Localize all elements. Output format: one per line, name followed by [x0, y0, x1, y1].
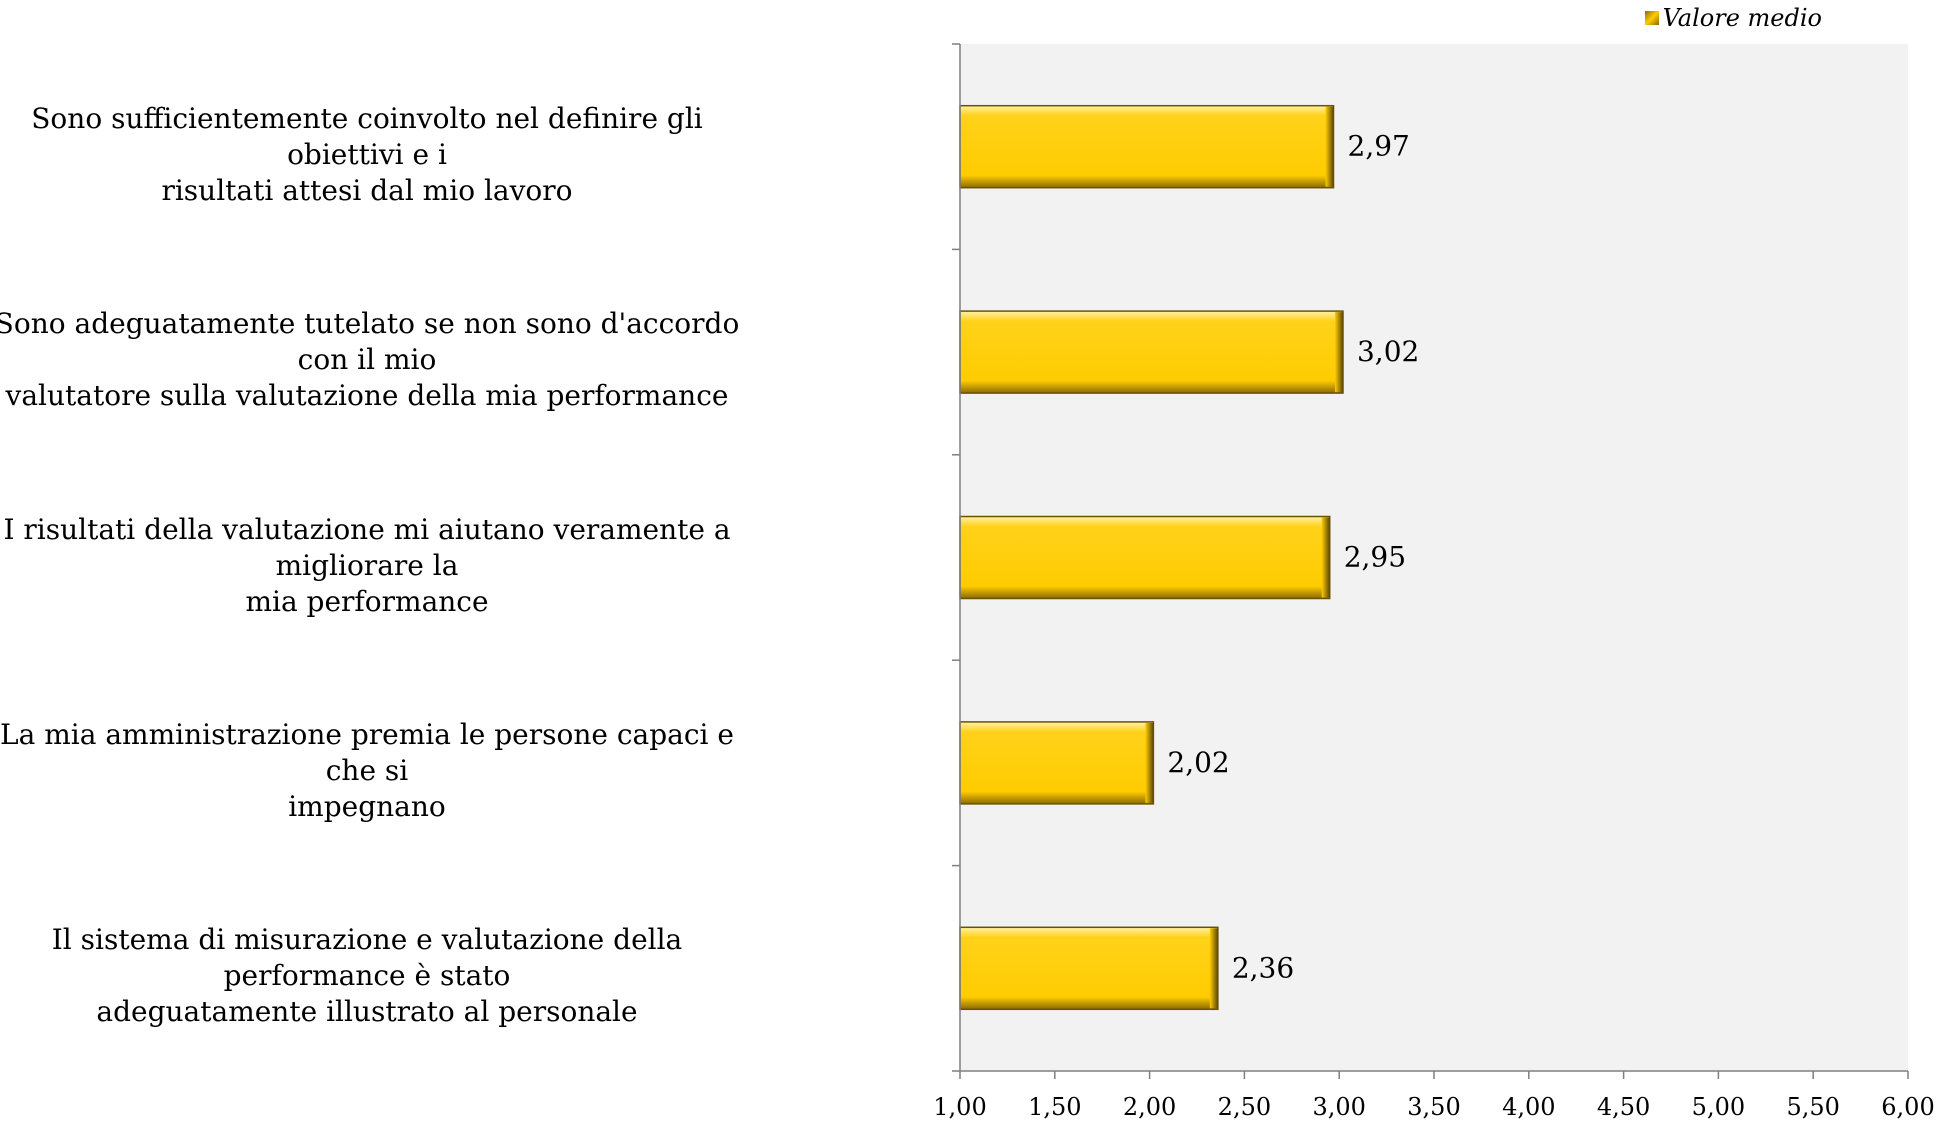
category-label-line: mia performance	[0, 584, 747, 620]
category-label-line: Sono sufficientemente coinvolto nel defi…	[0, 101, 747, 173]
x-tick-label: 5,00	[1692, 1093, 1745, 1121]
x-tick-label: 1,50	[1028, 1093, 1081, 1121]
value-label: 3,02	[1357, 335, 1419, 368]
category-label: La mia amministrazione premia le persone…	[0, 717, 747, 825]
bar	[960, 927, 1218, 1009]
category-label-line: Il sistema di misurazione e valutazione …	[0, 922, 747, 994]
category-label-line: valutatore sulla valutazione della mia p…	[0, 378, 747, 414]
category-label-line: impegnano	[0, 789, 747, 825]
category-label-line: adeguatamente illustrato al personale	[0, 994, 747, 1030]
x-tick-label: 5,50	[1786, 1093, 1839, 1121]
x-tick-label: 4,50	[1597, 1093, 1650, 1121]
bar	[960, 517, 1330, 599]
category-label: Sono sufficientemente coinvolto nel defi…	[0, 101, 747, 209]
x-tick-label: 2,50	[1218, 1093, 1271, 1121]
category-label-line: I risultati della valutazione mi aiutano…	[0, 512, 747, 584]
legend-label: Valore medio	[1663, 4, 1822, 32]
category-label: Sono adeguatamente tutelato se non sono …	[0, 306, 747, 414]
category-label: Il sistema di misurazione e valutazione …	[0, 922, 747, 1030]
category-label-line: La mia amministrazione premia le persone…	[0, 717, 747, 789]
bar	[960, 106, 1334, 188]
x-tick-label: 3,50	[1407, 1093, 1460, 1121]
x-tick-label: 3,00	[1312, 1093, 1365, 1121]
x-tick-label: 6,00	[1881, 1093, 1934, 1121]
category-label-line: risultati attesi dal mio lavoro	[0, 173, 747, 209]
value-label: 2,02	[1167, 746, 1229, 779]
bar	[960, 722, 1153, 804]
x-tick-label: 1,00	[933, 1093, 986, 1121]
value-label: 2,95	[1344, 541, 1406, 574]
x-tick-label: 2,00	[1123, 1093, 1176, 1121]
legend-swatch	[1645, 11, 1659, 25]
legend: Valore medio	[1645, 4, 1822, 32]
category-label-line: Sono adeguatamente tutelato se non sono …	[0, 306, 747, 378]
x-tick-label: 4,00	[1502, 1093, 1555, 1121]
bar	[960, 311, 1343, 393]
value-label: 2,97	[1348, 130, 1410, 163]
value-label: 2,36	[1232, 951, 1294, 984]
category-label: I risultati della valutazione mi aiutano…	[0, 512, 747, 620]
